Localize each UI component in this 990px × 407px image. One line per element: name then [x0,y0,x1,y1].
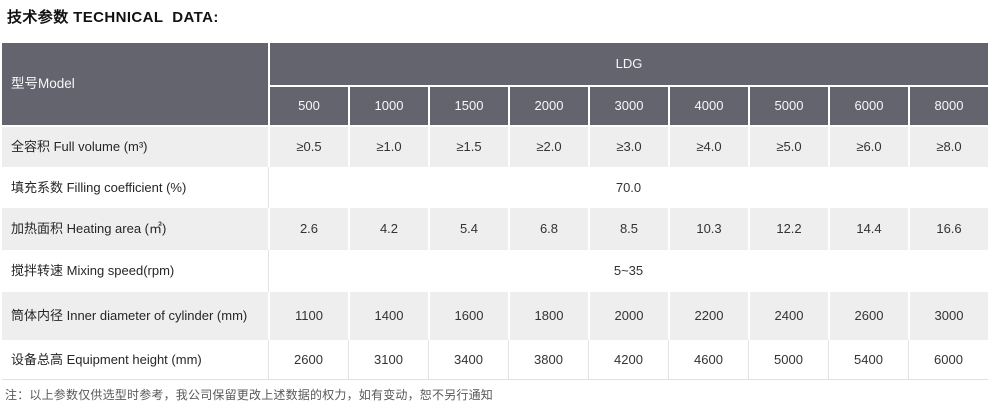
data-cell: ≥1.5 [428,125,508,167]
column-header: 5000 [748,87,828,125]
page-title: 技术参数 TECHNICAL DATA: [7,9,219,26]
data-cell: 2200 [668,292,748,340]
row-label: 全容积 Full volume (m³) [2,125,268,167]
column-header: 8000 [908,87,988,125]
data-cell: 14.4 [828,208,908,250]
row-label: 设备总高 Equipment height (mm) [2,340,268,380]
series-header-cell: LDG [268,43,988,87]
data-cell: 5400 [828,340,908,380]
data-cell: 3800 [508,340,588,380]
technical-data-table: 型号Model LDG 500 1000 1500 2000 3000 4000… [2,43,988,380]
data-cell: 10.3 [668,208,748,250]
data-cell: 2.6 [268,208,348,250]
data-cell: 1400 [348,292,428,340]
data-cell: ≥0.5 [268,125,348,167]
column-header: 1000 [348,87,428,125]
data-cell: 2600 [828,292,908,340]
data-cell: 4200 [588,340,668,380]
data-cell: 16.6 [908,208,988,250]
data-cell: 8.5 [588,208,668,250]
row-label: 筒体内径 Inner diameter of cylinder (mm) [2,292,268,340]
column-header: 6000 [828,87,908,125]
data-cell: 1800 [508,292,588,340]
data-cell: ≥1.0 [348,125,428,167]
row-label: 填充系数 Filling coefficient (%) [2,167,268,208]
column-header: 2000 [508,87,588,125]
data-cell: ≥5.0 [748,125,828,167]
data-cell: 1100 [268,292,348,340]
column-header: 4000 [668,87,748,125]
data-cell: 3000 [908,292,988,340]
data-cell: 4600 [668,340,748,380]
data-cell: 6000 [908,340,988,380]
data-cell: 2000 [588,292,668,340]
data-cell: 2400 [748,292,828,340]
model-header-cell: 型号Model [2,43,268,125]
footnote: 注：以上参数仅供选型时参考，我公司保留更改上述数据的权力，如有变动，恕不另行通知 [5,388,494,402]
column-header: 500 [268,87,348,125]
column-header: 3000 [588,87,668,125]
data-cell: 12.2 [748,208,828,250]
data-cell: 6.8 [508,208,588,250]
span-value-cell: 5~35 [268,250,988,292]
data-cell: ≥8.0 [908,125,988,167]
span-value-cell: 70.0 [268,167,988,208]
data-cell: ≥3.0 [588,125,668,167]
data-cell: 2600 [268,340,348,380]
data-cell: 3400 [428,340,508,380]
data-cell: ≥4.0 [668,125,748,167]
column-header: 1500 [428,87,508,125]
data-cell: 1600 [428,292,508,340]
row-label: 搅拌转速 Mixing speed(rpm) [2,250,268,292]
data-cell: ≥6.0 [828,125,908,167]
data-cell: 3100 [348,340,428,380]
data-cell: 4.2 [348,208,428,250]
data-cell: 5.4 [428,208,508,250]
data-cell: 5000 [748,340,828,380]
data-cell: ≥2.0 [508,125,588,167]
row-label: 加热面积 Heating area (㎡) [2,208,268,250]
